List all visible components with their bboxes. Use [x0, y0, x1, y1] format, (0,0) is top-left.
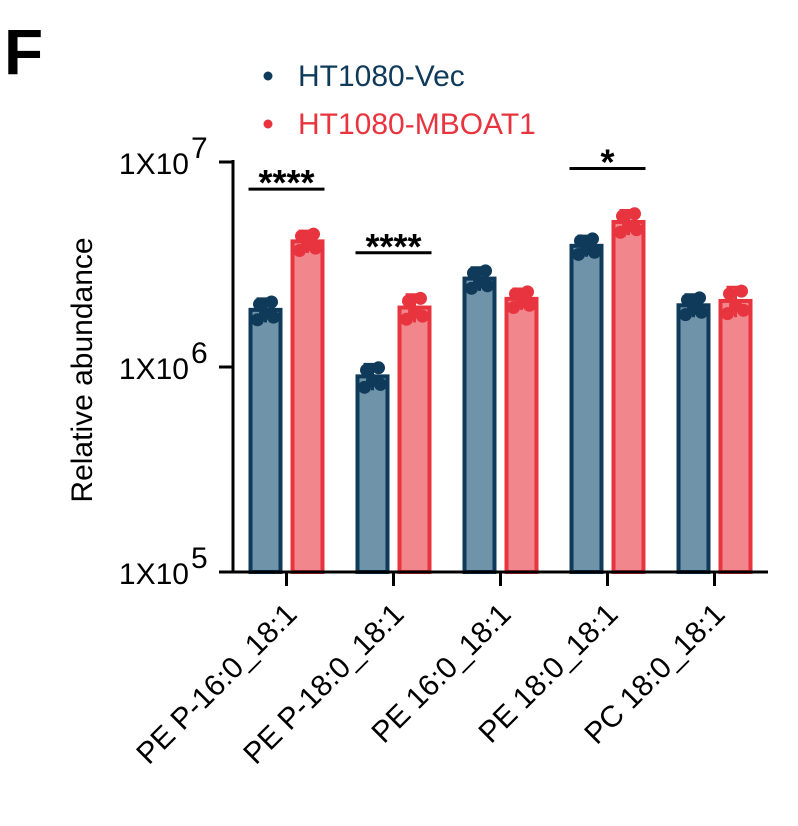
data-point: [481, 279, 494, 293]
data-point: [309, 241, 322, 255]
bar-vec: [248, 307, 283, 574]
data-point: [467, 266, 480, 280]
data-point: [253, 297, 266, 311]
y-tick-label: 1X10: [119, 353, 189, 386]
data-point: [574, 234, 587, 248]
data-point: [586, 232, 599, 246]
data-point: [295, 229, 308, 243]
significance-label: *: [600, 141, 614, 182]
axes: [219, 160, 768, 586]
bar-mboat1: [290, 239, 325, 574]
y-tick-label: 1X10: [119, 148, 189, 181]
data-point: [402, 294, 415, 308]
data-point: [695, 305, 708, 319]
data-point: [630, 223, 643, 237]
data-point: [521, 285, 534, 299]
y-axis-title: Relative abundance: [66, 237, 99, 502]
y-tick-exponent: 6: [191, 337, 208, 370]
bar-vec: [676, 303, 711, 574]
data-point: [265, 295, 278, 309]
data-point: [374, 377, 387, 391]
data-point: [588, 245, 601, 259]
bar-vec: [355, 374, 390, 574]
data-point: [737, 303, 750, 317]
data-point: [721, 307, 734, 321]
data-point: [628, 207, 641, 221]
legend-marker-mboat1: [263, 119, 273, 129]
y-tick-exponent: 5: [191, 542, 208, 575]
bar-mboat1: [504, 296, 539, 574]
legend-label-mboat1: HT1080-MBOAT1: [298, 108, 536, 141]
bar-vec: [462, 276, 497, 574]
panel-letter: F: [4, 16, 44, 88]
significance-annotations: *********: [248, 141, 646, 267]
bar-mboat1: [718, 298, 753, 574]
data-point: [681, 293, 694, 307]
y-tick-label: 1X10: [119, 558, 189, 591]
data-point: [616, 209, 629, 223]
significance-label: ****: [365, 226, 421, 267]
data-point: [267, 310, 280, 324]
data-point: [307, 227, 320, 241]
legend-label-vec: HT1080-Vec: [298, 60, 465, 93]
bar-vec: [569, 243, 604, 574]
legend-marker-vec: [263, 71, 273, 81]
significance-label: ****: [258, 162, 314, 203]
data-point: [372, 361, 385, 375]
x-tick-labels: PE P-16:0_18:1PE P-18:0_18:1PE 16:0_18:1…: [130, 598, 731, 771]
data-point: [360, 363, 373, 377]
data-point: [416, 309, 429, 323]
data-point: [735, 284, 748, 298]
bars: [248, 207, 753, 574]
data-point: [479, 264, 492, 278]
data-point: [693, 291, 706, 305]
legend: HT1080-Vec HT1080-MBOAT1: [263, 60, 536, 141]
bar-mboat1: [397, 305, 432, 574]
data-point: [509, 287, 522, 301]
y-tick-exponent: 7: [191, 132, 208, 165]
bar-mboat1: [611, 219, 646, 574]
data-point: [414, 291, 427, 305]
data-point: [723, 287, 736, 301]
data-point: [523, 298, 536, 312]
